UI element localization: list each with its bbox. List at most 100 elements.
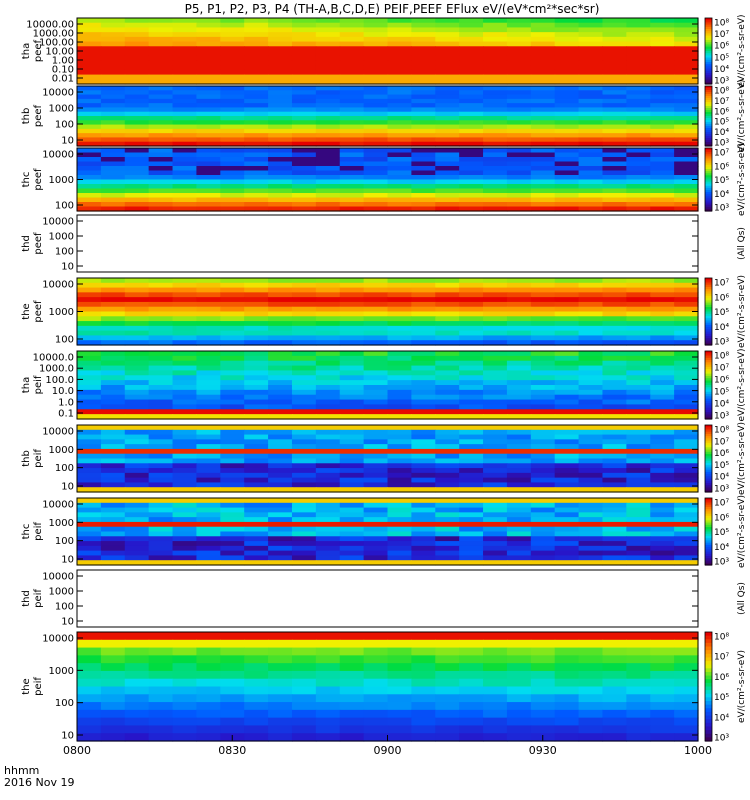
y-tick-label: 1000 — [49, 587, 74, 598]
heatmap-cell — [291, 18, 317, 24]
heatmap-cell — [77, 69, 102, 76]
colorbar-segment — [705, 551, 712, 555]
colorbar-tick-label: 10³ — [714, 734, 729, 744]
heatmap-cell — [124, 175, 150, 181]
heatmap-cell — [411, 287, 436, 293]
heatmap-cell — [411, 434, 436, 440]
colorbar-segment — [705, 169, 712, 172]
heatmap-cell — [291, 541, 317, 547]
heatmap-cell — [411, 550, 436, 557]
heatmap-cell — [172, 36, 198, 43]
colorbar-segment — [705, 198, 712, 202]
heatmap-cell — [483, 79, 508, 85]
heatmap-cell — [268, 453, 293, 460]
heatmap-cell — [602, 429, 627, 436]
heatmap-cell — [244, 425, 269, 431]
heatmap-cell — [124, 22, 150, 29]
heatmap-cell — [435, 560, 460, 566]
heatmap-cell — [315, 90, 341, 96]
heatmap-cell — [339, 69, 365, 76]
heatmap-cell — [650, 152, 675, 158]
colorbar-segment — [705, 414, 712, 418]
x-axis: 0800 0830 0900 0930 1000 — [63, 735, 712, 757]
heatmap-cell — [602, 86, 627, 91]
heatmap-cell — [387, 18, 412, 24]
heatmap-cell — [387, 394, 412, 401]
heatmap-cell — [435, 94, 460, 100]
heatmap-cell — [363, 103, 389, 109]
heatmap-cell — [530, 526, 556, 533]
heatmap-cell — [674, 36, 699, 43]
heatmap-cell — [196, 133, 221, 139]
heatmap-cell — [626, 86, 651, 91]
heatmap-cell — [100, 512, 126, 518]
heatmap-cell — [483, 116, 508, 121]
y-tick-label: 10.0 — [52, 386, 74, 397]
heatmap-cell — [387, 717, 412, 727]
heatmap-cell — [315, 179, 341, 185]
heatmap-cell — [387, 206, 412, 212]
heatmap-cell — [483, 103, 508, 109]
heatmap-cell — [268, 74, 293, 80]
heatmap-cell — [363, 287, 389, 293]
heatmap-cell — [530, 193, 556, 199]
heatmap-cell — [291, 355, 317, 362]
heatmap-cell — [315, 351, 341, 357]
heatmap-cell — [578, 702, 604, 711]
heatmap-cell — [650, 335, 675, 341]
heatmap-cell — [315, 375, 341, 381]
heatmap-cell — [674, 482, 699, 488]
heatmap-cell — [626, 702, 651, 711]
heatmap-cell — [483, 51, 508, 57]
colorbar-tick-label: 10³ — [714, 412, 729, 422]
heatmap-cell — [220, 453, 245, 460]
heatmap-cell — [435, 487, 460, 493]
heatmap-cell — [339, 133, 365, 139]
heatmap-cell — [100, 120, 126, 126]
heatmap-cell — [411, 686, 436, 695]
heatmap-cell — [220, 498, 245, 504]
heatmap-cell — [124, 733, 150, 742]
heatmap-cell — [363, 161, 389, 167]
panel-probe-label: the — [21, 678, 32, 694]
heatmap-cell — [650, 448, 675, 455]
heatmap-cell — [674, 69, 699, 76]
heatmap-cell — [124, 311, 150, 317]
x-tick-label: 1000 — [684, 744, 712, 757]
heatmap-cell — [483, 663, 508, 672]
heatmap-cell — [554, 316, 580, 322]
heatmap-cell — [626, 27, 651, 33]
heatmap-cell — [554, 36, 580, 43]
heatmap-cell — [602, 301, 627, 308]
heatmap-cell — [268, 536, 293, 542]
heatmap-cell — [172, 206, 198, 212]
heatmap-cell — [435, 414, 460, 420]
heatmap-cell — [196, 325, 221, 332]
heatmap-cell — [172, 550, 198, 557]
heatmap-cell — [506, 375, 532, 381]
heatmap-cell — [315, 94, 341, 100]
heatmap-cell — [77, 107, 102, 113]
heatmap-cell — [220, 124, 245, 130]
heatmap-cell — [554, 152, 580, 158]
colorbar-segment — [705, 88, 712, 91]
heatmap-cell — [291, 444, 317, 450]
heatmap-cell — [674, 197, 699, 203]
heatmap-cell — [172, 137, 198, 143]
heatmap-cell — [291, 477, 317, 484]
colorbar-segment — [705, 86, 712, 89]
heatmap-cell — [674, 468, 699, 474]
heatmap-cell — [244, 188, 269, 194]
heatmap-cell — [315, 120, 341, 126]
heatmap-cell — [315, 86, 341, 91]
heatmap-cell — [124, 717, 150, 727]
heatmap-cell — [148, 321, 174, 327]
heatmap-cell — [530, 725, 556, 734]
heatmap-cell — [578, 292, 604, 298]
heatmap-cell — [626, 444, 651, 450]
heatmap-cell — [220, 179, 245, 185]
heatmap-cell — [196, 148, 221, 154]
heatmap-cell — [244, 375, 269, 381]
heatmap-cell — [244, 458, 269, 464]
heatmap-cell — [315, 444, 341, 450]
